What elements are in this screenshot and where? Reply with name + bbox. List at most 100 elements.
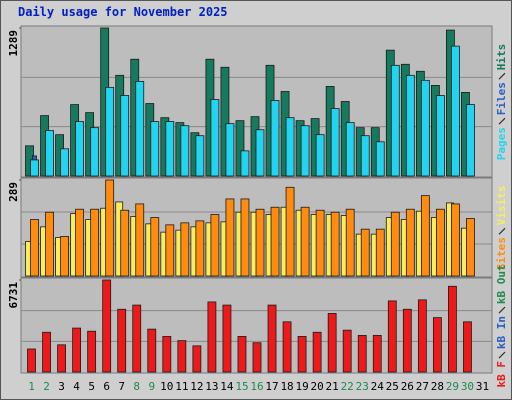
bar: [285, 186, 295, 277]
bar: [342, 329, 352, 373]
bar: [300, 206, 310, 277]
bar: [30, 219, 39, 277]
bar: [235, 120, 245, 177]
bar: [330, 108, 340, 177]
bar: [360, 135, 370, 177]
bar: [345, 122, 355, 177]
x-tick-label: 8: [133, 380, 140, 393]
x-tick-label: 10: [160, 380, 173, 393]
x-tick-label: 9: [148, 380, 155, 393]
x-tick-label: 18: [280, 380, 293, 393]
x-tick-label: 16: [250, 380, 263, 393]
bar: [180, 125, 190, 177]
bar: [195, 135, 205, 177]
bar: [372, 334, 382, 373]
bar: [240, 150, 250, 177]
bar: [192, 345, 202, 373]
x-tick-label: 15: [235, 380, 248, 393]
bar: [102, 279, 112, 373]
bar: [72, 327, 82, 373]
x-tick-label: 31: [476, 380, 489, 393]
x-tick-label: 23: [356, 380, 369, 393]
bar: [132, 304, 142, 373]
bar: [375, 228, 385, 277]
legend-separator: [498, 117, 506, 125]
bar: [57, 344, 66, 373]
legend-separator: [498, 227, 506, 235]
bar: [150, 217, 160, 277]
bar: [75, 121, 85, 177]
bar: [90, 127, 100, 177]
x-tick-label: 2: [43, 380, 50, 393]
bar: [466, 218, 475, 277]
bar: [297, 336, 307, 373]
bar: [390, 211, 400, 277]
x-tick-label: 26: [401, 380, 414, 393]
bar: [387, 300, 397, 373]
bar: [267, 304, 277, 373]
bar: [315, 134, 325, 177]
bar: [420, 79, 430, 177]
x-tick-label: 1: [28, 380, 35, 393]
bar: [285, 117, 295, 177]
x-tick-label: 17: [265, 380, 278, 393]
bar: [135, 203, 145, 277]
y-tick-label: 1289: [7, 30, 20, 57]
legend-label: Visits: [495, 186, 508, 226]
bar: [60, 148, 69, 177]
x-tick-label: 3: [58, 380, 65, 393]
bar: [147, 328, 157, 373]
x-tick-label: 21: [326, 380, 339, 393]
bar: [42, 331, 51, 373]
x-tick-label: 14: [220, 380, 234, 393]
bar: [180, 222, 190, 277]
legend-label: Files: [495, 82, 508, 115]
bar: [270, 206, 280, 277]
bar: [105, 179, 115, 277]
bar: [177, 340, 187, 373]
bar: [60, 236, 69, 277]
x-tick-label: 30: [461, 380, 474, 393]
bar: [420, 195, 430, 277]
legend-label: Sites: [495, 237, 508, 270]
bar: [405, 208, 415, 277]
chart-title: Daily usage for November 2025: [18, 5, 228, 19]
bar: [225, 198, 235, 277]
x-tick-label: 24: [371, 380, 385, 393]
bar: [375, 141, 385, 177]
bar: [451, 203, 460, 277]
bar: [162, 336, 172, 373]
x-tick-label: 11: [175, 380, 188, 393]
bar: [210, 99, 220, 177]
legend-separator: [498, 72, 506, 80]
x-tick-label: 5: [88, 380, 95, 393]
bar: [105, 86, 115, 177]
legend-label: Hits: [495, 44, 508, 71]
legend-separator: [498, 351, 506, 359]
x-tick-label: 6: [103, 380, 110, 393]
bar: [120, 95, 130, 177]
bar: [312, 331, 322, 373]
bar: [207, 301, 217, 373]
bar: [210, 214, 220, 277]
bar: [402, 308, 412, 373]
bar: [252, 342, 262, 373]
bar: [360, 228, 370, 277]
bar: [432, 317, 442, 373]
bar: [240, 198, 250, 277]
x-tick-label: 28: [431, 380, 444, 393]
bar: [222, 304, 232, 373]
x-tick-label: 25: [386, 380, 399, 393]
x-tick-label: 27: [416, 380, 429, 393]
bar: [27, 348, 36, 373]
bar: [255, 208, 265, 277]
bar: [300, 125, 310, 177]
x-tick-label: 7: [118, 380, 125, 393]
bar: [255, 129, 265, 177]
bar: [405, 74, 415, 177]
x-tick-label: 13: [205, 380, 218, 393]
bar: [435, 95, 445, 177]
x-tick-label: 4: [73, 380, 80, 393]
bar: [357, 334, 367, 373]
